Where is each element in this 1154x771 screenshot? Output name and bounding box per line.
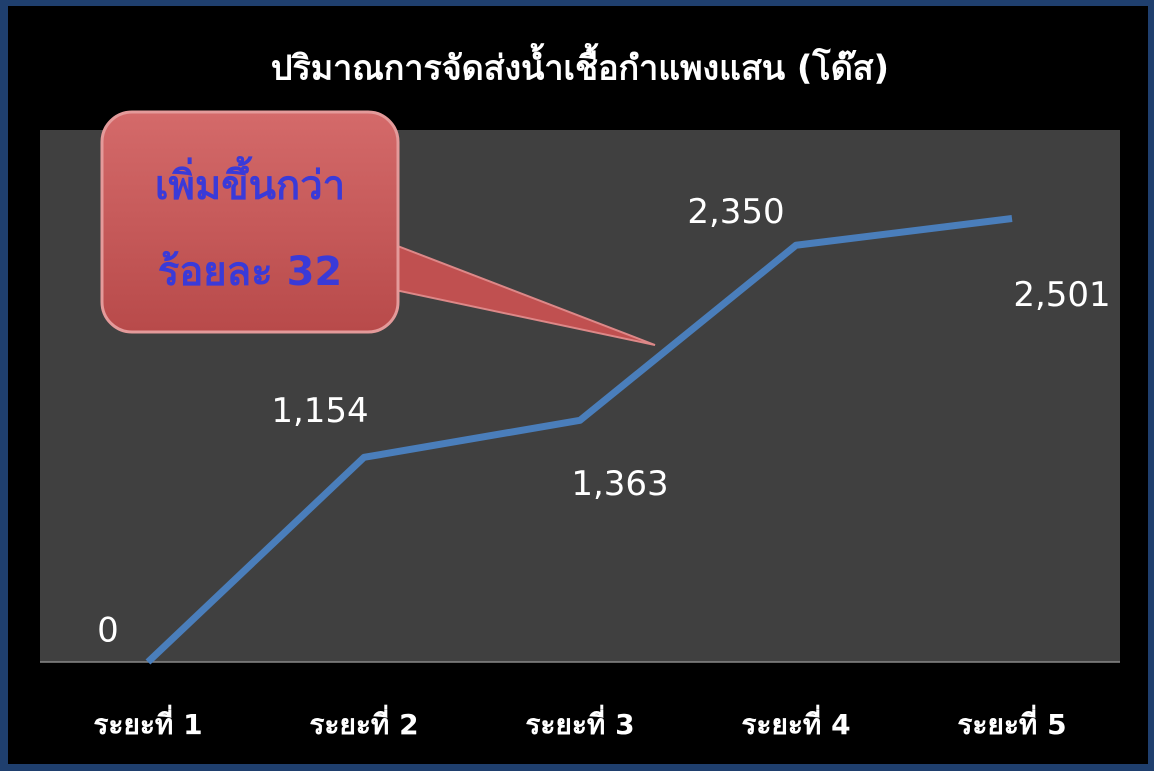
- x-tick-label: ระยะที่ 1: [93, 704, 202, 741]
- data-label: 2,501: [1013, 275, 1110, 315]
- data-label: 1,154: [271, 391, 368, 431]
- x-tick-label: ระยะที่ 5: [957, 704, 1066, 741]
- x-tick-label: ระยะที่ 2: [309, 704, 418, 741]
- callout-text: เพิ่มขึ้นกว่า: [155, 156, 345, 209]
- chart-title: ปริมาณการจัดส่งน้ำเชื้อกำแพงแสน (โด๊ส): [271, 43, 889, 89]
- x-tick-label: ระยะที่ 3: [525, 704, 634, 741]
- line: [145, 215, 1013, 665]
- data-label: 2,350: [687, 192, 784, 232]
- data-label: 0: [97, 611, 119, 651]
- data-label: 1,363: [571, 464, 668, 504]
- callout-text: ร้อยละ 32: [158, 249, 343, 295]
- callout: [100, 110, 656, 346]
- x-tick-label: ระยะที่ 4: [741, 704, 850, 741]
- callout-box: [100, 110, 400, 334]
